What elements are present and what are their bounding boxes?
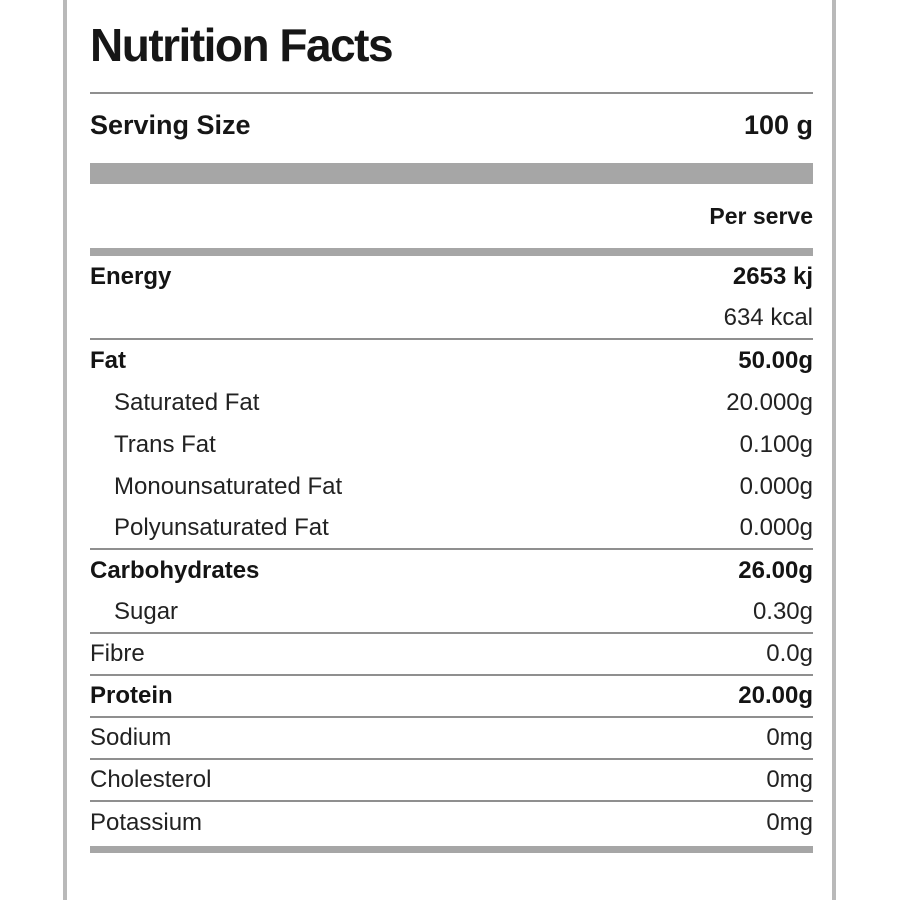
nutrient-value: 2653 kj (732, 263, 813, 290)
nutrient-row: Polyunsaturated Fat 0.000g (90, 508, 813, 550)
column-header-per-serve: Per serve (709, 202, 813, 229)
nutrient-row: Sodium 0mg (90, 718, 813, 760)
nutrient-row: Monounsaturated Fat 0.000g (90, 466, 813, 508)
nutrient-row: Potassium 0mg (90, 802, 813, 844)
label-content: Nutrition Facts Serving Size 100 g Per s… (67, 20, 832, 853)
nutrient-row: Trans Fat 0.100g (90, 424, 813, 466)
nutrient-value: 0mg (766, 766, 813, 793)
nutrient-value: 50.00g (738, 347, 813, 374)
nutrient-label: Polyunsaturated Fat (114, 514, 329, 541)
nutrient-value: 634 kcal (723, 304, 813, 331)
nutrient-label: Saturated Fat (114, 389, 260, 416)
nutrient-label: Energy (90, 263, 172, 290)
nutrient-value: 20.00g (738, 682, 813, 709)
nutrient-label: Fat (90, 347, 126, 374)
nutrient-value: 0.100g (739, 431, 813, 458)
nutrient-row: Sugar 0.30g (90, 592, 813, 634)
nutrient-label: Protein (90, 682, 173, 709)
nutrient-row: Fat 50.00g (90, 340, 813, 382)
nutrient-label: Monounsaturated Fat (114, 473, 343, 500)
nutrient-label: Carbohydrates (90, 557, 260, 584)
separator-bar-bottom (90, 846, 813, 853)
nutrient-value: 0mg (766, 724, 813, 751)
nutrient-row: Fibre 0.0g (90, 634, 813, 676)
nutrient-value: 20.000g (726, 389, 813, 416)
column-header-row: Per serve (90, 184, 813, 248)
nutrient-row: Cholesterol 0mg (90, 760, 813, 802)
nutrient-value: 26.00g (738, 557, 813, 584)
title-divider (90, 92, 813, 94)
nutrient-value: 0.30g (752, 598, 813, 625)
separator-bar-thick (90, 163, 813, 184)
nutrient-label: Trans Fat (114, 431, 216, 458)
separator-bar-thin (90, 248, 813, 256)
nutrient-row: Carbohydrates 26.00g (90, 550, 813, 592)
nutrient-row: Protein 20.00g (90, 676, 813, 718)
nutrient-value: 0.000g (739, 473, 813, 500)
nutrient-label: Sugar (114, 598, 179, 625)
nutrition-facts-label: Nutrition Facts Serving Size 100 g Per s… (63, 0, 836, 900)
label-title: Nutrition Facts (90, 19, 394, 71)
nutrient-row: Energy 2653 kj (90, 256, 813, 298)
nutrient-row: 634 kcal (90, 298, 813, 340)
serving-size-label: Serving Size (90, 110, 251, 140)
nutrient-label: Potassium (90, 809, 203, 836)
nutrient-label: Sodium (90, 724, 172, 751)
nutrient-value: 0.000g (739, 514, 813, 541)
nutrient-row: Saturated Fat 20.000g (90, 382, 813, 424)
nutrient-label: Fibre (90, 640, 145, 667)
serving-size-row: Serving Size 100 g (90, 94, 813, 155)
serving-size-value: 100 g (743, 110, 813, 140)
nutrient-label: Cholesterol (90, 766, 212, 793)
nutrient-value: 0mg (766, 809, 813, 836)
nutrients-table: Energy 2653 kj 634 kcal Fat 50.00g Saturated … (90, 256, 813, 844)
nutrient-value: 0.0g (766, 640, 813, 667)
